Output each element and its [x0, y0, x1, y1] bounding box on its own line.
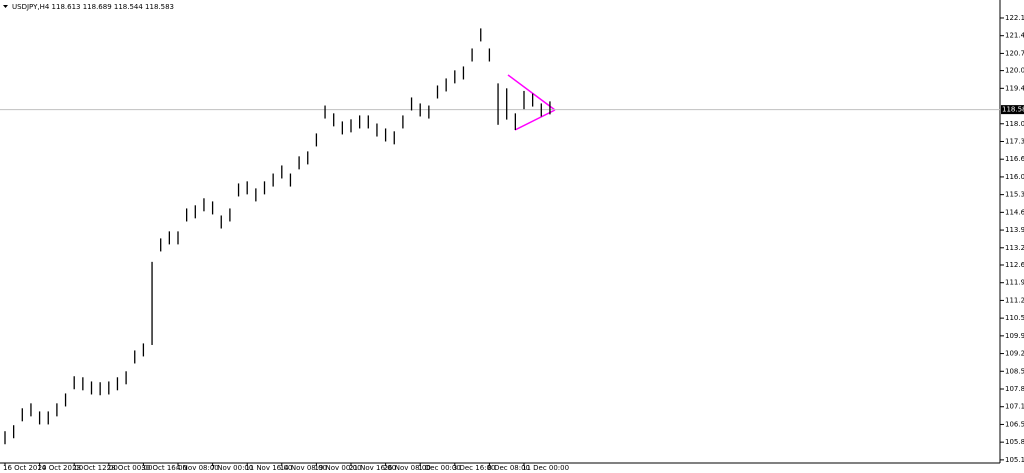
y-tick-label: 111.940	[1005, 279, 1024, 287]
y-tick-label: 120.740	[1005, 49, 1024, 57]
y-tick-label: 117.360	[1005, 137, 1024, 145]
x-tick-label: 3 Dec 16:00	[453, 464, 496, 472]
y-tick-label: 120.080	[1005, 67, 1024, 75]
y-tick-label: 109.220	[1005, 350, 1024, 358]
chart-title: USDJPY,H4 118.613 118.689 118.544 118.58…	[12, 3, 174, 11]
y-tick-label: 114.640	[1005, 208, 1024, 216]
x-tick-label: 11 Dec 00:00	[522, 464, 569, 472]
x-tick-label: 28 Oct 00:00	[107, 464, 153, 472]
current-price-box	[1001, 105, 1024, 115]
x-tick-label: 11 Nov 16:00	[245, 464, 292, 472]
current-price-label: 118.583	[1002, 106, 1024, 114]
y-tick-label: 119.400	[1005, 84, 1024, 92]
y-tick-label: 113.280	[1005, 244, 1024, 252]
y-tick-label: 107.180	[1005, 403, 1024, 411]
y-tick-label: 105.820	[1005, 438, 1024, 446]
x-tick-label: 26 Nov 08:00	[384, 464, 431, 472]
triangle-lower	[514, 109, 556, 131]
y-tick-label: 122.100	[1005, 14, 1024, 22]
triangle-upper	[507, 74, 556, 111]
x-tick-label: 4 Nov 08:00	[176, 464, 219, 472]
y-tick-label: 118.040	[1005, 120, 1024, 128]
x-tick-label: 23 Oct 12:00	[72, 464, 118, 472]
y-tick-label: 112.620	[1005, 261, 1024, 269]
x-tick-label: 30 Oct 16:00	[141, 464, 187, 472]
y-tick-label: 113.960	[1005, 226, 1024, 234]
x-tick-label: 19 Nov 00:00	[314, 464, 361, 472]
x-tick-label: 16 Oct 2014	[3, 464, 47, 472]
x-tick-label: 7 Nov 00:00	[211, 464, 254, 472]
y-tick-label: 111.260	[1005, 296, 1024, 304]
y-tick-label: 116.680	[1005, 155, 1024, 163]
y-tick-label: 110.580	[1005, 314, 1024, 322]
menu-arrow[interactable]	[3, 5, 8, 8]
y-tick-label: 121.420	[1005, 32, 1024, 40]
y-tick-label: 108.540	[1005, 367, 1024, 375]
y-tick-label: 116.000	[1005, 173, 1024, 181]
x-tick-label: 1 Dec 00:00	[418, 464, 461, 472]
y-tick-label: 106.500	[1005, 420, 1024, 428]
y-tick-label: 107.860	[1005, 385, 1024, 393]
y-tick-label: 115.320	[1005, 191, 1024, 199]
y-tick-label: 109.900	[1005, 332, 1024, 340]
x-tick-label: 21 Nov 16:00	[349, 464, 396, 472]
x-tick-label: 8 Dec 08:00	[487, 464, 530, 472]
x-tick-label: 20 Oct 20:00	[38, 464, 84, 472]
y-tick-label: 105.140	[1005, 456, 1024, 464]
x-tick-label: 14 Nov 08:00	[280, 464, 327, 472]
